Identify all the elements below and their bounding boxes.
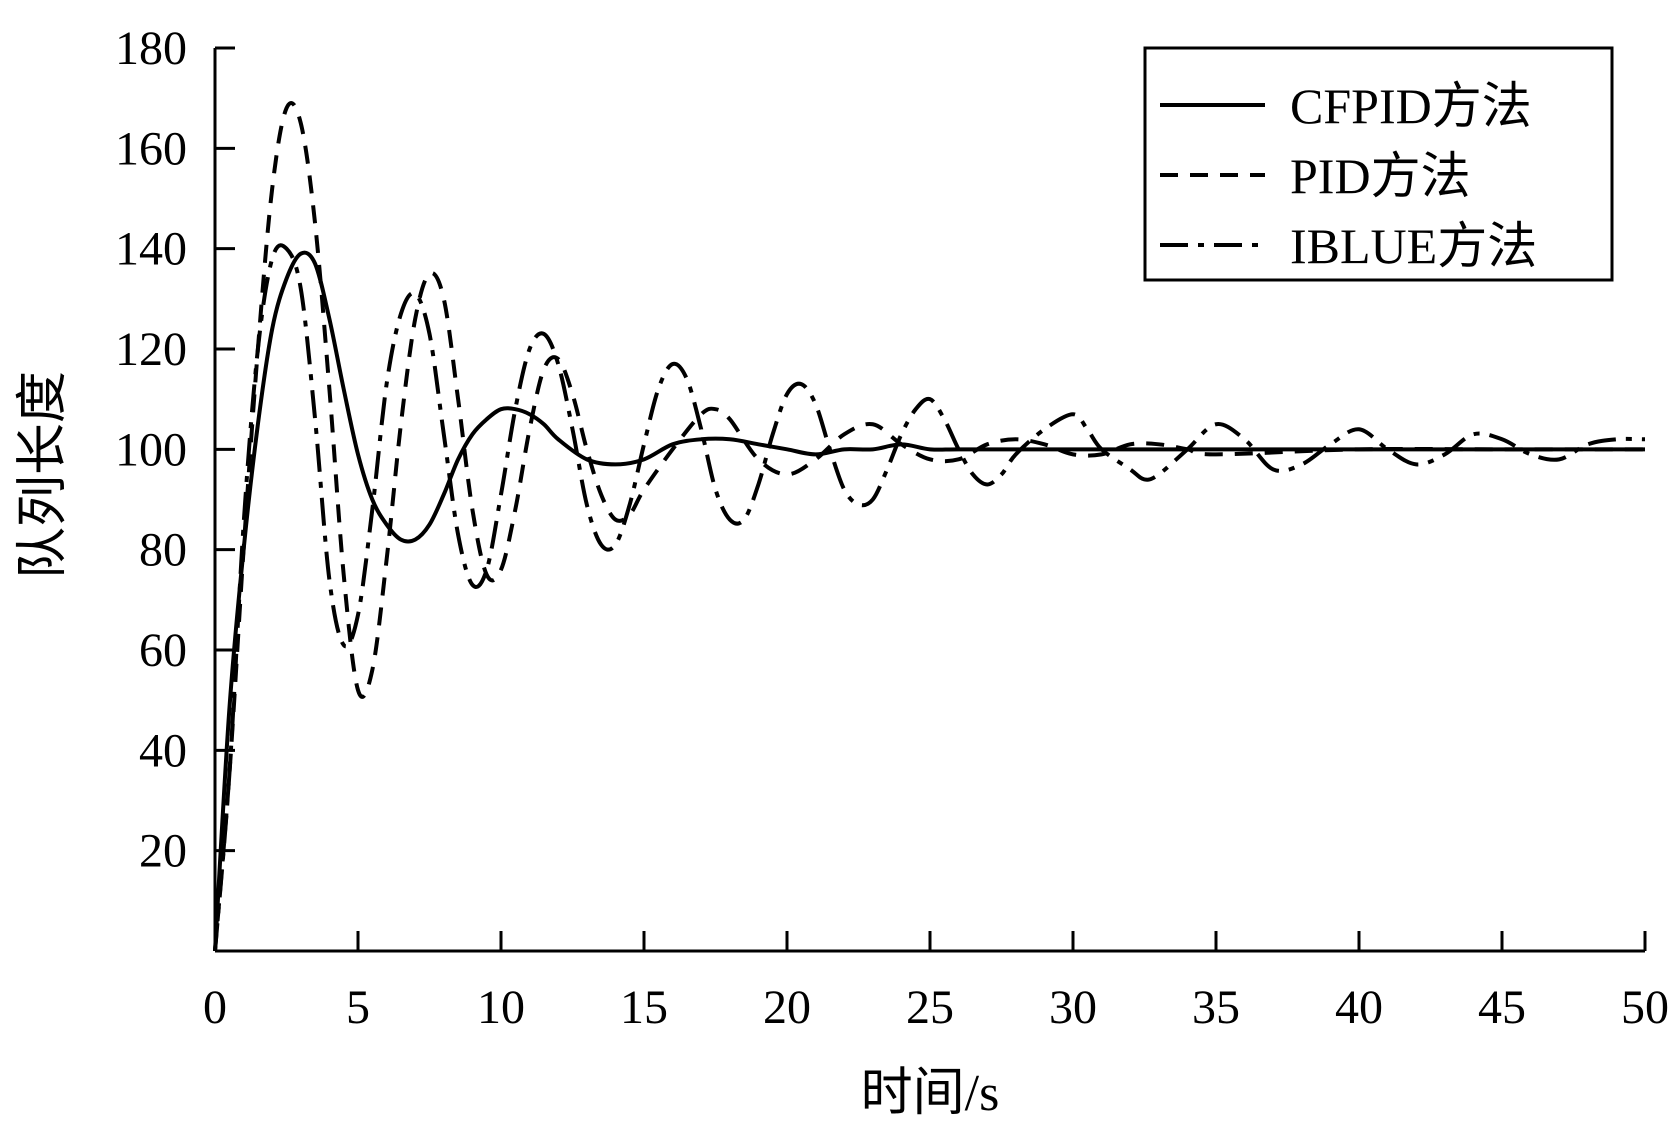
x-tick-label: 30: [1049, 981, 1097, 1034]
legend: CFPID方法 PID方法 IBLUE方法: [1143, 46, 1614, 282]
x-tick-label: 5: [346, 981, 370, 1034]
x-tick-label: 10: [477, 981, 525, 1034]
y-tick-label: 60: [139, 624, 187, 677]
series-line-iblue: [213, 243, 1646, 952]
x-tick-label: 45: [1478, 981, 1526, 1034]
y-tick-label: 120: [115, 323, 187, 376]
legend-label-cfpid: CFPID方法: [1290, 78, 1532, 134]
x-tick-label: 0: [203, 981, 227, 1034]
legend-label-iblue: IBLUE方法: [1290, 218, 1537, 274]
series-line-pid: [213, 101, 1645, 952]
legend-box: [1143, 46, 1614, 282]
y-tick-label: 20: [139, 825, 187, 878]
ticks: 0 5 10 15 20 25 30 35 40 45 50 20 40 60 80 100 120 140 160…: [115, 22, 1669, 1034]
legend-label-pid: PID方法: [1290, 148, 1471, 204]
x-tick-label: 40: [1335, 981, 1383, 1034]
plot-lines: [213, 101, 1646, 952]
y-tick-label: 80: [139, 524, 187, 577]
x-tick-label: 20: [763, 981, 811, 1034]
x-tick-label: 15: [620, 981, 668, 1034]
y-tick-label: 100: [115, 423, 187, 476]
x-tick-label: 50: [1621, 981, 1669, 1034]
y-tick-label: 40: [139, 724, 187, 777]
x-tick-label: 35: [1192, 981, 1240, 1034]
x-axis-label: 时间/s: [861, 1065, 1000, 1122]
y-tick-label: 160: [115, 122, 187, 175]
y-axis-label: 队列长度: [15, 371, 72, 579]
y-tick-label: 140: [115, 223, 187, 276]
y-tick-label: 180: [115, 22, 187, 75]
series-line-cfpid: [213, 250, 1645, 952]
x-tick-label: 25: [906, 981, 954, 1034]
